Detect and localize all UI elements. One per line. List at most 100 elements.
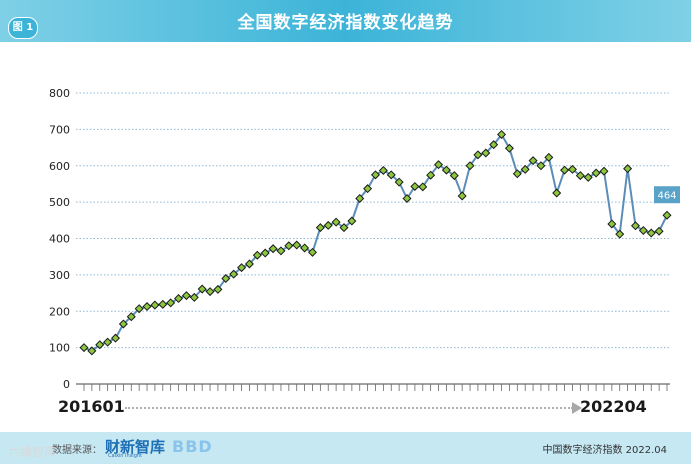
data-point [520, 164, 530, 174]
data-point [615, 229, 625, 239]
data-point [174, 294, 184, 304]
data-point [260, 248, 270, 258]
data-point [363, 184, 373, 194]
title-banner: 图 1 全国数字经济指数变化趋势 [0, 0, 691, 42]
data-point [103, 337, 113, 347]
data-point [465, 161, 475, 171]
data-point [134, 304, 144, 314]
data-point [560, 165, 570, 175]
data-point [623, 164, 633, 174]
caixin-logo-sub: Caixin Insight [108, 453, 142, 459]
data-point [244, 259, 254, 269]
y-tick-label: 400 [49, 233, 70, 246]
data-point [292, 240, 302, 250]
data-point [410, 181, 420, 191]
data-point [331, 217, 341, 227]
data-markers [79, 129, 672, 356]
y-tick-label: 800 [49, 87, 70, 100]
data-point [394, 177, 404, 187]
data-point [544, 152, 554, 162]
watermark: 六维智库 [8, 445, 57, 459]
y-tick-label: 300 [49, 269, 70, 282]
y-tick-label: 100 [49, 342, 70, 355]
data-point [221, 274, 231, 284]
footer-bar: 数据来源： 财新智库 Caixin Insight BBD 中国数字经济指数 2… [0, 432, 691, 464]
data-point [252, 250, 262, 260]
data-point [355, 193, 365, 203]
data-point [497, 129, 507, 139]
data-point [441, 165, 451, 175]
data-point [457, 191, 467, 201]
data-point [386, 170, 396, 180]
last-value-box [654, 186, 680, 204]
data-point [638, 225, 648, 236]
data-point [473, 150, 483, 160]
data-point [646, 228, 656, 238]
y-tick-label: 0 [63, 378, 70, 391]
data-point [268, 244, 278, 254]
caixin-logo: 财新智库 [105, 438, 166, 456]
data-point [181, 291, 191, 301]
data-point [512, 169, 522, 179]
data-point [95, 340, 105, 350]
data-point [197, 284, 207, 294]
data-point [583, 172, 593, 182]
data-point [654, 226, 664, 236]
data-point [662, 210, 672, 220]
data-point [229, 269, 239, 279]
data-point [528, 156, 538, 166]
data-point [489, 140, 499, 150]
y-tick-label: 700 [49, 123, 70, 136]
data-point [481, 148, 491, 158]
chart-title: 全国数字经济指数变化趋势 [237, 13, 454, 33]
y-tick-label: 200 [49, 305, 70, 318]
data-point [378, 165, 388, 175]
data-point [237, 263, 247, 273]
data-point [370, 170, 381, 180]
data-point [284, 241, 294, 251]
figure-label: 图 1 [8, 17, 38, 39]
data-point [434, 160, 444, 170]
data-point [630, 221, 640, 231]
data-point [87, 346, 97, 356]
line-chart: 0 100 200 300 400 500 600 700 800 464 [49, 87, 680, 391]
data-point [552, 188, 562, 198]
data-point [213, 284, 223, 294]
data-point [150, 300, 160, 310]
data-point [158, 299, 168, 309]
data-point [142, 302, 152, 312]
footnote: 中国数字经济指数 2022.04 [542, 445, 667, 456]
data-point [79, 343, 89, 353]
data-point [126, 312, 136, 322]
series-line [83, 132, 668, 353]
data-point [111, 333, 121, 343]
x-end-label: 202204 [580, 397, 647, 416]
data-point [205, 287, 215, 297]
data-point [504, 143, 514, 153]
x-start-label: 201601 [58, 397, 125, 416]
data-point [418, 182, 428, 192]
data-point [599, 166, 609, 176]
data-point [323, 220, 333, 230]
y-axis-ticks: 0 100 200 300 400 500 600 700 800 [49, 87, 70, 391]
data-point [347, 216, 357, 226]
y-tick-label: 600 [49, 160, 70, 173]
data-point [567, 164, 577, 174]
data-point [315, 223, 325, 233]
last-value-label: 464 [657, 191, 676, 202]
data-point [118, 319, 128, 329]
data-point [166, 298, 176, 308]
data-point [607, 219, 617, 229]
time-arrow-line [125, 407, 573, 409]
data-point [402, 193, 412, 203]
y-tick-label: 500 [49, 196, 70, 209]
x-axis-ticks [83, 384, 668, 391]
data-point [426, 170, 436, 180]
data-point [591, 168, 601, 178]
data-point [189, 292, 199, 302]
source-label: 数据来源： [52, 445, 102, 456]
gridlines [76, 92, 670, 385]
data-point [536, 161, 546, 171]
data-point [307, 247, 317, 257]
data-point [575, 171, 585, 181]
